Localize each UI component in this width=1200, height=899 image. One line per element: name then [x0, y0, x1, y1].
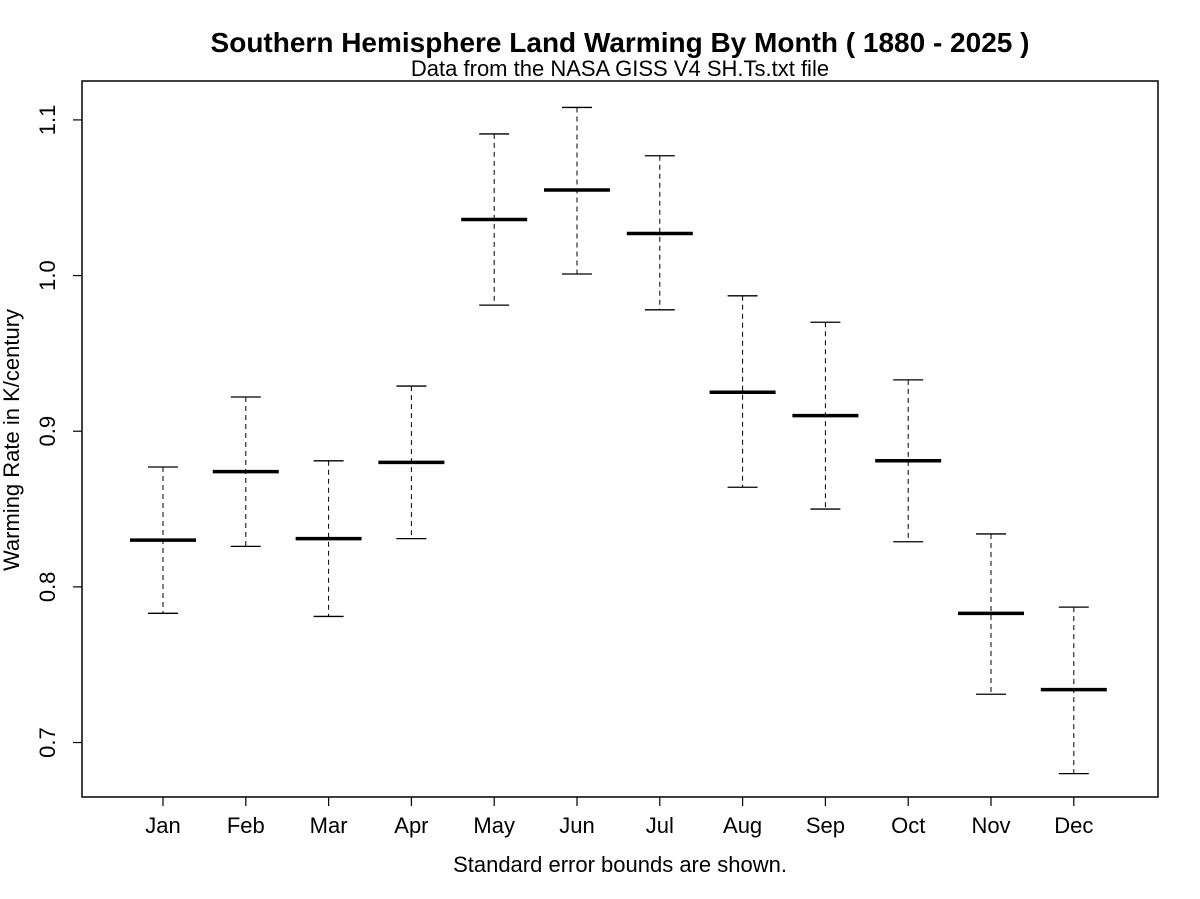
y-tick-label: 0.9 [35, 416, 60, 447]
x-tick-label: Sep [806, 813, 845, 838]
x-axis: Jan Feb Mar Apr May Jun Jul Aug Sep Oct Nov Dec [145, 797, 1093, 838]
y-axis-label: Warming Rate in K/century [0, 309, 24, 571]
x-tick-label: Dec [1054, 813, 1093, 838]
x-tick-label: Feb [227, 813, 265, 838]
error-bar-jun [544, 106, 610, 275]
y-axis: 0.7 0.8 0.9 1.0 1.1 [35, 105, 82, 758]
y-tick-label: 1.0 [35, 260, 60, 291]
y-tick-label: 0.7 [35, 727, 60, 758]
chart-subtitle: Data from the NASA GISS V4 SH.Ts.txt fil… [411, 56, 829, 81]
x-tick-label: Jul [646, 813, 674, 838]
error-bar-feb [212, 396, 279, 548]
error-bar-aug [709, 295, 776, 488]
error-bar-nov [958, 533, 1024, 695]
error-bar-may [461, 133, 528, 306]
error-bar-series [130, 106, 1107, 775]
x-tick-label: Jan [145, 813, 180, 838]
y-tick-label: 1.1 [35, 105, 60, 136]
chart-title: Southern Hemisphere Land Warming By Mont… [211, 27, 1030, 58]
x-axis-label: Standard error bounds are shown. [453, 852, 787, 877]
error-bar-dec [1040, 606, 1107, 775]
x-tick-label: Apr [394, 813, 428, 838]
x-tick-label: Jun [559, 813, 594, 838]
plot-frame [81, 80, 1159, 798]
x-tick-label: Nov [971, 813, 1010, 838]
x-tick-label: Mar [310, 813, 348, 838]
error-bar-jan [130, 466, 196, 614]
error-bar-oct [875, 379, 942, 543]
x-tick-label: Aug [723, 813, 762, 838]
x-tick-label: May [473, 813, 515, 838]
error-bar-sep [792, 321, 859, 510]
error-bar-jul [626, 155, 693, 311]
error-bar-mar [295, 460, 362, 618]
x-tick-label: Oct [891, 813, 925, 838]
error-bar-apr [378, 385, 445, 540]
y-tick-label: 0.8 [35, 572, 60, 603]
